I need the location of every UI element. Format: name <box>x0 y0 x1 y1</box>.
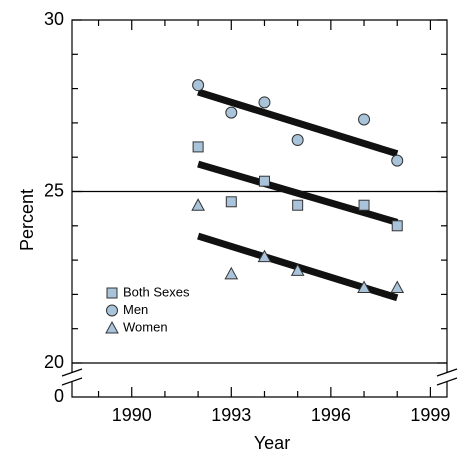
marker-triangle <box>191 198 205 211</box>
marker-square <box>391 220 403 232</box>
marker-circle <box>358 113 371 126</box>
marker-circle <box>225 106 238 119</box>
legend-label: Men <box>123 302 148 317</box>
axis-frame <box>71 19 448 398</box>
marker-square <box>258 175 270 187</box>
marker-circle <box>258 96 271 109</box>
legend-marker <box>105 320 119 334</box>
y-tick-label: 25 <box>44 180 64 200</box>
marker-square <box>192 141 204 153</box>
legend-label: Both Sexes <box>123 284 190 299</box>
marker-circle <box>192 79 205 92</box>
x-tick-label: 1990 <box>112 405 152 425</box>
y-break-tick-label: 0 <box>54 386 64 406</box>
marker-square <box>292 199 304 211</box>
marker-triangle <box>290 263 305 276</box>
legend-marker <box>106 304 118 317</box>
marker-circle <box>391 154 404 167</box>
axis-break <box>61 368 458 386</box>
trend-line <box>197 88 399 158</box>
marker-triangle <box>390 280 405 294</box>
x-tick-label: 1993 <box>211 405 251 425</box>
marker-triangle <box>224 266 239 280</box>
x-axis-label: Year <box>254 433 290 453</box>
marker-circle <box>291 134 304 147</box>
marker-triangle <box>257 249 272 263</box>
trend-line <box>197 160 399 226</box>
y-tick-label: 20 <box>44 352 64 372</box>
marker-triangle <box>357 280 371 294</box>
x-tick-label: 1999 <box>410 405 450 425</box>
y-tick-label: 30 <box>44 9 64 29</box>
legend-label: Women <box>123 319 168 334</box>
marker-square <box>358 199 370 211</box>
x-tick-label: 1996 <box>311 405 351 425</box>
y-axis-label: Percent <box>17 189 37 251</box>
legend-marker <box>106 287 118 299</box>
marker-square <box>225 196 237 208</box>
